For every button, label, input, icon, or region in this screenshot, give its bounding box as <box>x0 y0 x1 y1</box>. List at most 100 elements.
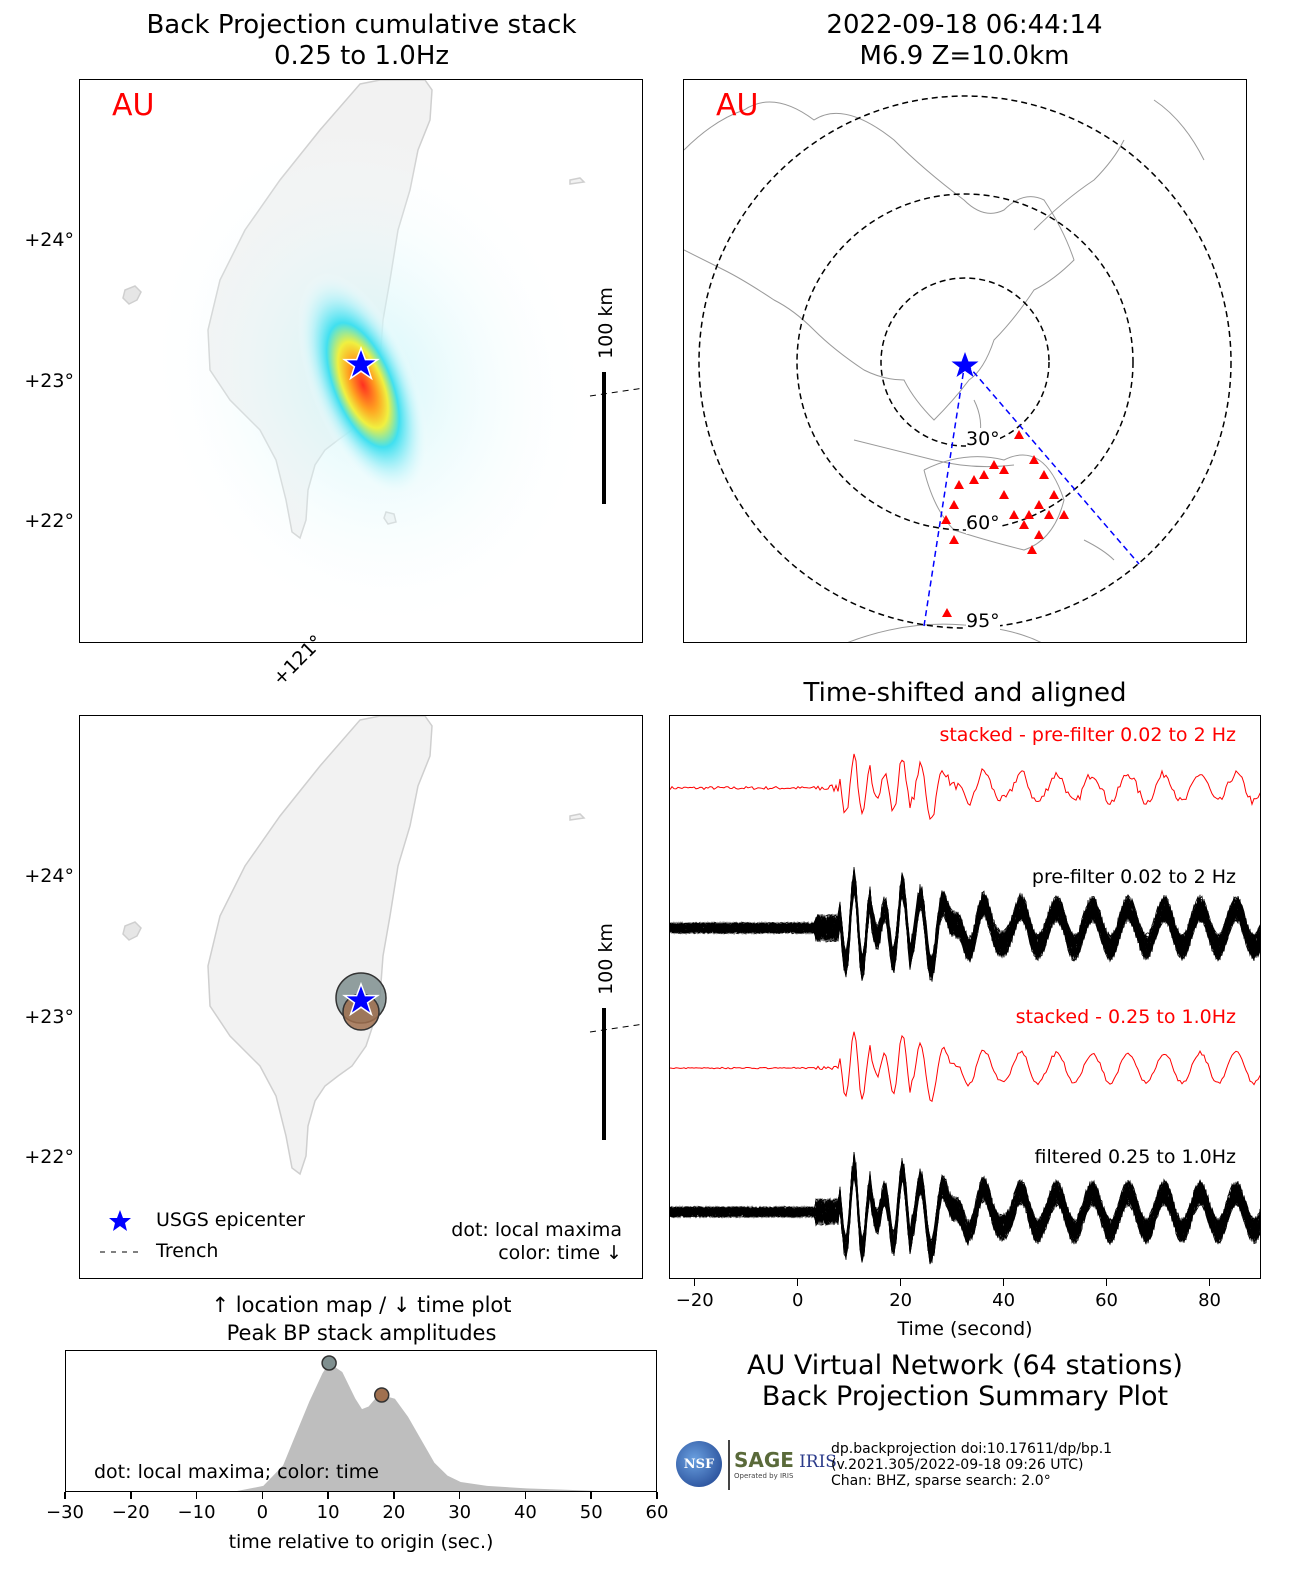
amp-plot-svg <box>237 1355 599 1491</box>
taiwan-outline <box>207 716 433 1176</box>
trace-svg <box>670 753 1260 1265</box>
legend-star-icon <box>109 1210 131 1231</box>
coastline-antarctica <box>847 623 1042 642</box>
amp-xtick-mark <box>64 1492 66 1499</box>
amp-xtick-label: −30 <box>46 1502 84 1523</box>
lat-tick-23: +23° <box>24 1006 74 1028</box>
trace-xlabel: Time (second) <box>897 1318 1033 1340</box>
distance-ring-60 <box>796 193 1134 531</box>
ring-label-95: 95° <box>966 610 1000 632</box>
ring-label-60: 60° <box>966 512 1000 534</box>
scale-bar-label: 100 km <box>595 923 617 995</box>
amp-plot-panel: dot: local maxima; color: time <box>65 1350 657 1492</box>
amp-xtick-label: 0 <box>256 1502 269 1523</box>
trace-xtick-mark <box>693 1279 696 1286</box>
coastline-nz <box>1083 539 1115 561</box>
stack-heat <box>297 272 429 498</box>
penghu-islands <box>122 921 142 941</box>
trace-xtick-label: 40 <box>992 1290 1016 1311</box>
amp-area <box>237 1363 599 1491</box>
sage-sub-text: Operated by IRIS <box>734 1472 794 1480</box>
trace-xtick-mark <box>1002 1279 1005 1286</box>
heatmap-map-panel: AU 100 km <box>79 79 643 643</box>
scale-bar-label: 100 km <box>595 287 617 359</box>
amp-xtick-label: −10 <box>177 1502 216 1523</box>
trace-xtick-label: 0 <box>791 1290 804 1311</box>
lat-tick-22: +22° <box>24 510 74 532</box>
trace-stack-filt <box>670 1031 1260 1103</box>
amp-xtick-label: 10 <box>316 1502 340 1523</box>
trench-line <box>589 387 642 397</box>
amp-xtick-label: 60 <box>645 1502 669 1523</box>
amp-xtick-mark <box>590 1492 592 1499</box>
amp-xtick-mark <box>195 1492 198 1499</box>
ring-label-30: 30° <box>966 428 1000 450</box>
coastline-australia <box>923 454 1065 551</box>
nsf-logo-text: NSF <box>683 1456 715 1472</box>
footer-line2: (v.2021.305/2022-09-18 09:26 UTC) <box>831 1457 1084 1473</box>
coastline-kamchatka <box>1153 99 1205 161</box>
trace-stack-raw <box>670 753 1260 820</box>
legend-color-note: color: time ↓ <box>498 1242 622 1264</box>
nsf-logo: NSF <box>676 1441 722 1487</box>
footer-line3: Chan: BHZ, sparse search: 2.0° <box>831 1473 1051 1489</box>
coastline-indonesia <box>853 439 1015 468</box>
small-island <box>569 813 586 821</box>
legend-dot-note: dot: local maxima <box>451 1219 622 1241</box>
sage-logo: SAGE IRIS Operated by IRIS <box>734 1448 837 1480</box>
amp-xtick-mark <box>393 1492 395 1499</box>
trace-xtick-label: −20 <box>675 1290 714 1311</box>
azimuth-wedge <box>923 360 1140 627</box>
trace-label-stack-filt: stacked - 0.25 to 1.0Hz <box>1015 1006 1236 1028</box>
amp-peak-dot-1 <box>321 1355 337 1371</box>
footer-text: dp.backprojection doi:10.17611/dp/bp.1 (… <box>831 1441 1112 1489</box>
trace-xtick-mark <box>1208 1279 1211 1286</box>
logo-divider <box>728 1440 730 1490</box>
amp-xtick-mark <box>327 1492 329 1499</box>
lat-tick-22: +22° <box>24 1146 74 1168</box>
station-markers <box>941 430 1069 617</box>
amp-xtick-mark <box>458 1492 461 1499</box>
between-caption: ↑ location map / ↓ time plot Peak BP sta… <box>211 1293 512 1345</box>
lat-tick-24: +24° <box>24 229 74 251</box>
summary-title: AU Virtual Network (64 stations) Back Pr… <box>747 1350 1183 1412</box>
amp-xlabel: time relative to origin (sec.) <box>228 1531 494 1553</box>
small-island <box>569 177 586 185</box>
trace-label-filt: filtered 0.25 to 1.0Hz <box>1034 1146 1236 1168</box>
epicenter-star-icon <box>342 981 380 1017</box>
sage-logo-text: SAGE <box>734 1448 794 1472</box>
heatmap-map-svg <box>122 80 642 636</box>
trace-label-stack-raw: stacked - pre-filter 0.02 to 2 Hz <box>939 724 1236 746</box>
epicenter-star-icon <box>342 345 380 381</box>
trace-xtick-mark <box>796 1279 799 1286</box>
trace-xtick-mark <box>899 1279 902 1286</box>
amp-xtick-label: 30 <box>448 1502 472 1523</box>
coastline-japan <box>1033 139 1125 231</box>
amp-xtick-label: 50 <box>579 1502 603 1523</box>
trench-line <box>589 1023 642 1033</box>
footer-line1: dp.backprojection doi:10.17611/dp/bp.1 <box>831 1441 1113 1457</box>
amp-xtick-label: 40 <box>513 1502 537 1523</box>
amp-xtick-mark <box>261 1492 264 1499</box>
amp-xtick-mark <box>524 1492 527 1499</box>
penghu-islands <box>122 285 142 305</box>
trace-xtick-label: 20 <box>889 1290 913 1311</box>
trace-xtick-label: 80 <box>1198 1290 1221 1311</box>
amp-xtick-label: −20 <box>111 1502 150 1523</box>
iris-logo-text: IRIS <box>799 1452 837 1472</box>
map-title: Back Projection cumulative stack 0.25 to… <box>146 10 577 71</box>
trace-xtick-label: 60 <box>1095 1290 1119 1311</box>
trace-filt-bundle <box>670 1152 1260 1265</box>
legend-epicenter-label: USGS epicenter <box>156 1209 305 1231</box>
station-map-panel: AU 30° 60° 95° <box>683 79 1247 643</box>
event-title: 2022-09-18 06:44:14 M6.9 Z=10.0km <box>826 10 1103 71</box>
network-label: AU <box>112 88 155 123</box>
legend-trench-label: Trench <box>156 1240 219 1262</box>
distance-ring-30 <box>880 277 1050 447</box>
lat-tick-24: +24° <box>24 865 74 887</box>
amp-xtick-mark <box>130 1492 132 1499</box>
epicenter-star-icon <box>951 352 979 377</box>
location-map-svg <box>100 716 642 1253</box>
location-map-panel: 100 km USGS epicenter Trench dot: local … <box>79 715 643 1279</box>
trace-title: Time-shifted and aligned <box>803 678 1127 708</box>
